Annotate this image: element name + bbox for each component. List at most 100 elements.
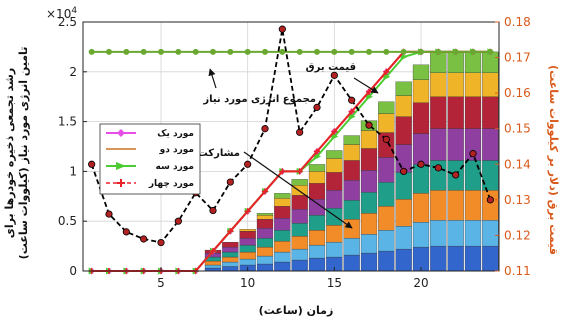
series-point (244, 48, 251, 55)
series-point (296, 168, 303, 175)
bar-segment (447, 72, 464, 97)
bar-segment (256, 213, 274, 216)
y-axis-left-label: رشد تجمعی ذخیره خودرها برای تامین انرژی … (3, 47, 30, 260)
bar-segment (395, 116, 412, 145)
x-tick-label: 10 (240, 276, 255, 290)
bar-segment (256, 263, 274, 272)
y-right-tick-label: 0.12 (504, 228, 531, 242)
y-left-tick-label: 0 (69, 264, 77, 278)
legend: مورد یک مورد دو مورد سه مورد چهار (99, 123, 201, 195)
svg-text:مجموع انرژی مورد نیاز: مجموع انرژی مورد نیاز (202, 94, 316, 105)
series-point (348, 108, 355, 115)
svg-text:رشد تجمعی ذخیره خودرها برای: رشد تجمعی ذخیره خودرها برای (3, 68, 16, 238)
bar-segment (412, 222, 430, 248)
bar-segment (343, 237, 360, 256)
bar-segment (326, 158, 343, 173)
series-point (348, 96, 356, 104)
bar-segment (274, 198, 291, 207)
bar-segment (360, 233, 378, 254)
annotation-arrow (243, 151, 353, 229)
bar-segment (222, 241, 239, 248)
bar-segment (326, 172, 343, 191)
series-point (331, 128, 338, 135)
series-point (244, 208, 251, 215)
y-axis-left: 0 0.5 1 1.5 2 2.5 (58, 15, 87, 278)
bar-segment (239, 258, 256, 266)
bar-segment (343, 254, 360, 272)
series-point (434, 164, 442, 172)
series-point (158, 48, 164, 55)
bar-segment (274, 193, 291, 199)
y-right-tick-label: 0.11 (504, 264, 531, 278)
bar-segment (256, 228, 274, 239)
bar-segment (204, 264, 222, 269)
svg-text:قیمت برق: قیمت برق (306, 62, 356, 73)
series-point (88, 48, 95, 55)
series-point (435, 48, 442, 55)
series-point (262, 188, 268, 195)
bar-segment (256, 246, 274, 257)
series-point (366, 93, 373, 101)
series-point (140, 48, 147, 55)
bar-segment (274, 218, 291, 231)
bar-segment (395, 95, 412, 117)
y-axis-right: 0.11 0.12 0.13 0.14 0.15 0.16 0.17 0.18 (495, 15, 531, 278)
bar-segment (222, 266, 239, 272)
bar-segment (430, 72, 447, 97)
series-point (227, 48, 234, 55)
series-point (383, 48, 390, 55)
y-left-tick-label: 1 (69, 164, 77, 178)
series-point (123, 48, 130, 55)
bar-segment (239, 244, 256, 253)
bar-segment (464, 220, 482, 247)
bar-segment (326, 225, 343, 243)
bar-segment (274, 230, 291, 242)
bar-segment (482, 220, 499, 247)
bar-segment (256, 255, 274, 265)
x-axis: 5 10 15 20 (157, 267, 429, 290)
y-left-tick-label: 2 (69, 65, 77, 79)
series-point (210, 48, 216, 55)
bar-segment (274, 261, 291, 272)
annotation-participation: مشارکت (198, 148, 353, 229)
y-right-tick-label: 0.18 (504, 15, 531, 29)
bar-segment (430, 128, 447, 161)
bar-segment (343, 180, 360, 201)
bar-segment (430, 220, 447, 247)
bar-segment (326, 190, 343, 209)
legend-item-1: مورد یک (106, 129, 194, 139)
bar-segment (464, 160, 482, 191)
legend-marker-plus (117, 179, 125, 187)
bar-segment (222, 261, 239, 267)
series-point (296, 128, 304, 136)
series-point (400, 167, 408, 175)
annotation-price: قیمت برق (306, 62, 379, 94)
bar-segment (308, 164, 326, 172)
series-point (106, 48, 112, 55)
bar-segment (239, 237, 256, 246)
bar-segment (464, 96, 482, 129)
bar-segment (430, 245, 447, 272)
svg-text:مورد سه: مورد سه (156, 162, 194, 172)
legend-item-4: مورد چهار (106, 179, 194, 189)
bar-segment (343, 144, 360, 161)
bar-segment (204, 260, 222, 266)
bar-segment (308, 230, 326, 246)
series-point (226, 178, 234, 186)
y-left-tick-label: 0.5 (58, 214, 77, 228)
series-point (417, 160, 425, 168)
bar-segment (274, 206, 291, 219)
series-point (192, 48, 199, 55)
bar-segment (395, 226, 412, 250)
annotation-total-energy: مجموع انرژی مورد نیاز (202, 68, 316, 105)
bar-segment (378, 206, 395, 231)
bar-segment (308, 171, 326, 184)
bar-segment (378, 182, 395, 207)
series-point (400, 53, 408, 61)
bar-segment (239, 229, 256, 232)
series-point (313, 103, 321, 111)
series-point (122, 228, 130, 236)
series-point (452, 171, 460, 179)
bar-segment (308, 183, 326, 200)
